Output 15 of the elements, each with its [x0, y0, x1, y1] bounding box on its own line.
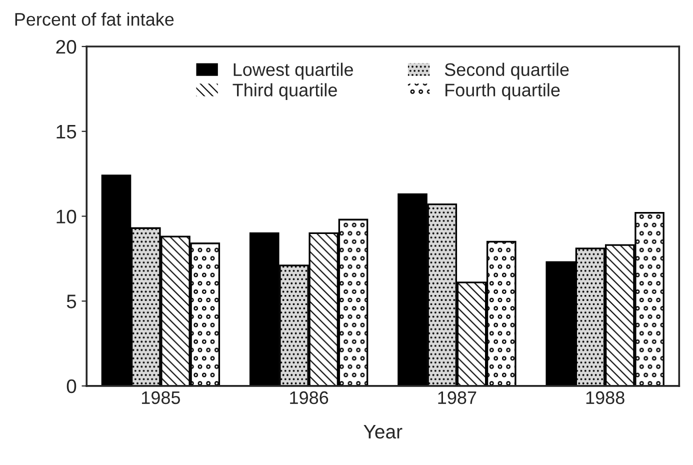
x-tick-label: 1988 — [586, 391, 624, 404]
y-axis-title: Percent of fat intake — [15, 12, 174, 26]
legend-label: Third quartile — [232, 83, 337, 100]
legend-label: Lowest quartile — [234, 62, 353, 80]
x-axis-title: Year — [364, 425, 402, 439]
y-tick-label: 5 — [66, 294, 76, 308]
x-tick-label: 1987 — [438, 391, 476, 404]
legend-label: Fourth quartile — [446, 83, 560, 100]
y-tick-label: 0 — [66, 379, 76, 394]
legend-label: Second quartile — [444, 62, 569, 80]
y-tick-label: 20 — [56, 40, 76, 54]
x-tick-label: 1986 — [290, 391, 328, 404]
y-tick-label: 10 — [56, 210, 76, 224]
y-tick-label: 15 — [56, 125, 76, 139]
x-tick-label: 1985 — [142, 391, 180, 404]
